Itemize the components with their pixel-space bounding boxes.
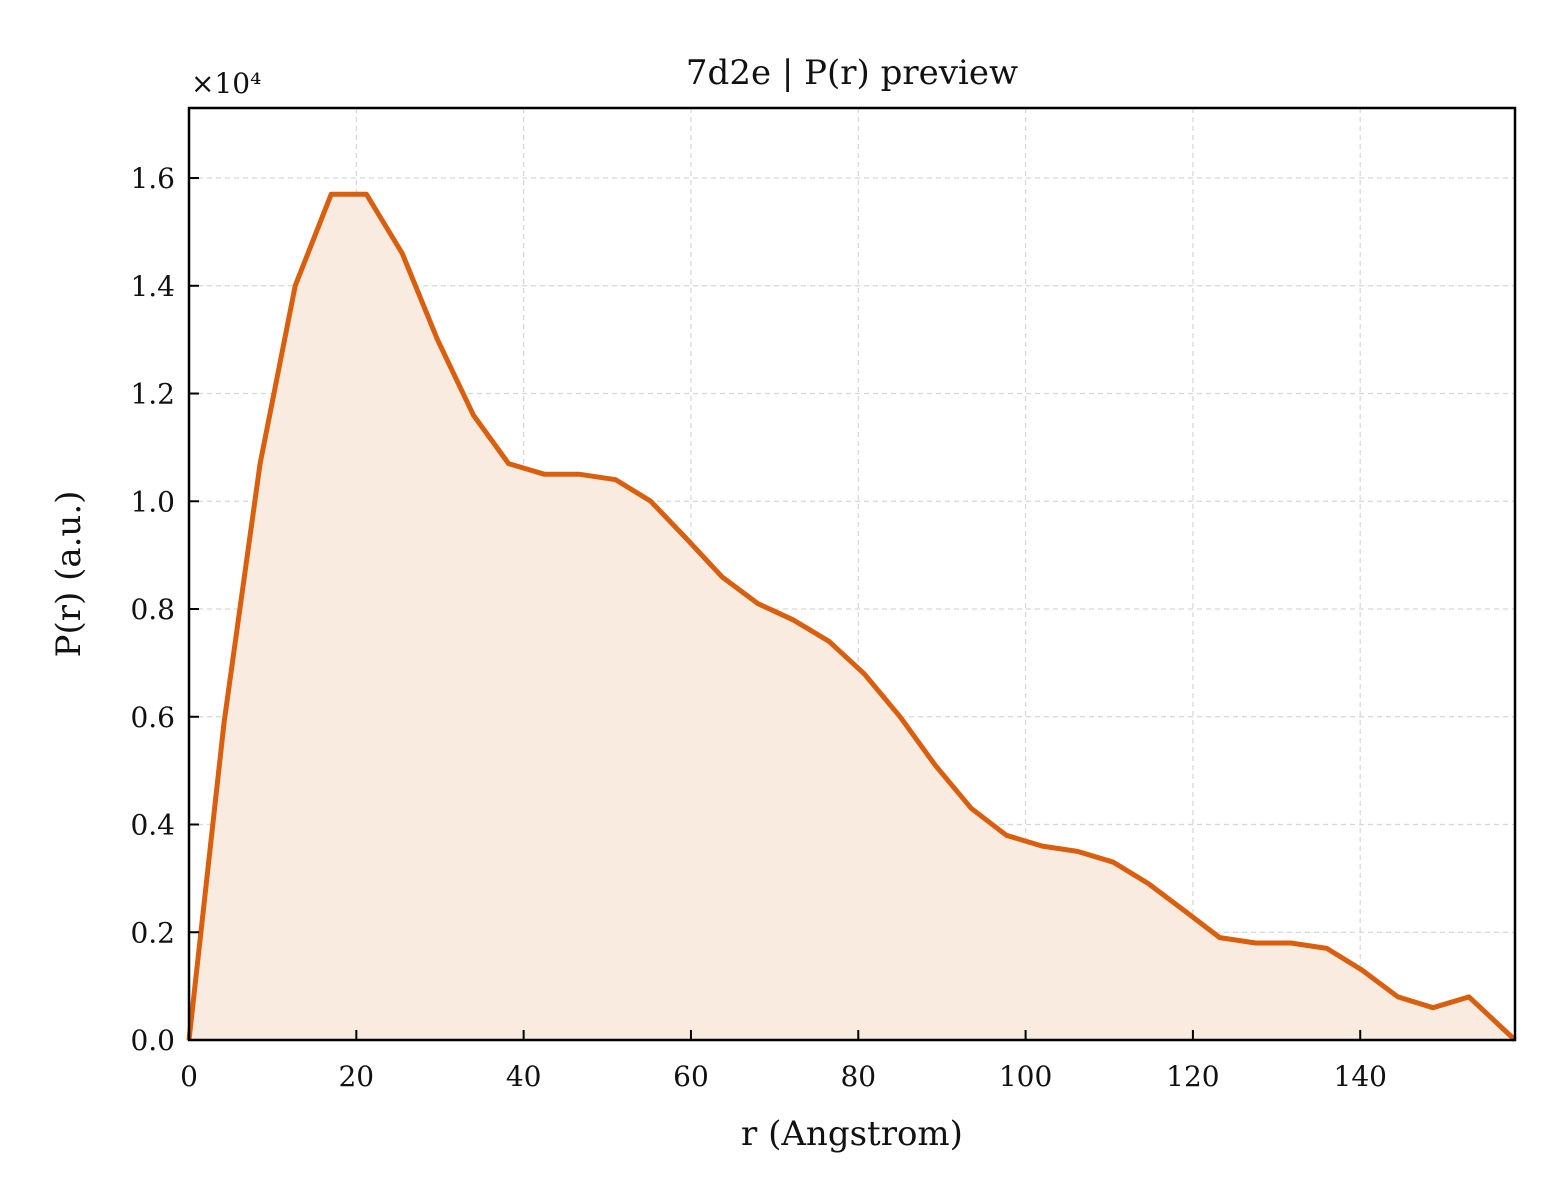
y-tick-label: 0.0 [130, 1024, 175, 1057]
y-tick-label: 1.4 [130, 270, 175, 303]
y-tick-label: 0.4 [130, 809, 175, 842]
y-tick-label: 0.6 [130, 701, 175, 734]
x-tick-label: 60 [673, 1060, 709, 1093]
x-tick-label: 20 [338, 1060, 374, 1093]
x-axis-label: r (Angstrom) [741, 1114, 963, 1154]
y-tick-label: 1.2 [130, 378, 175, 411]
x-tick-label: 100 [999, 1060, 1052, 1093]
x-tick-label: 40 [506, 1060, 542, 1093]
plot-frame [187, 106, 1517, 1042]
y-tick-label: 0.2 [130, 916, 175, 949]
x-tick-label: 80 [840, 1060, 876, 1093]
chart-title: 7d2e | P(r) preview [686, 53, 1018, 93]
x-tick-label: 0 [180, 1060, 198, 1093]
y-offset-label: ×10⁴ [191, 67, 261, 100]
y-tick-label: 0.8 [130, 593, 175, 626]
y-axis-label: P(r) (a.u.) [49, 491, 89, 658]
ticks: 0 20 40 60 80 100 120 140 0.0 0.2 0.4 0.6 0.8 1.0 1.2 1… [130, 162, 1386, 1093]
y-tick-label: 1.0 [130, 485, 175, 518]
y-tick-label: 1.6 [130, 162, 175, 195]
series-line [186, 191, 1517, 1042]
x-tick-label: 140 [1334, 1060, 1387, 1093]
x-tick-label: 120 [1166, 1060, 1219, 1093]
area-fill [189, 194, 1515, 1040]
